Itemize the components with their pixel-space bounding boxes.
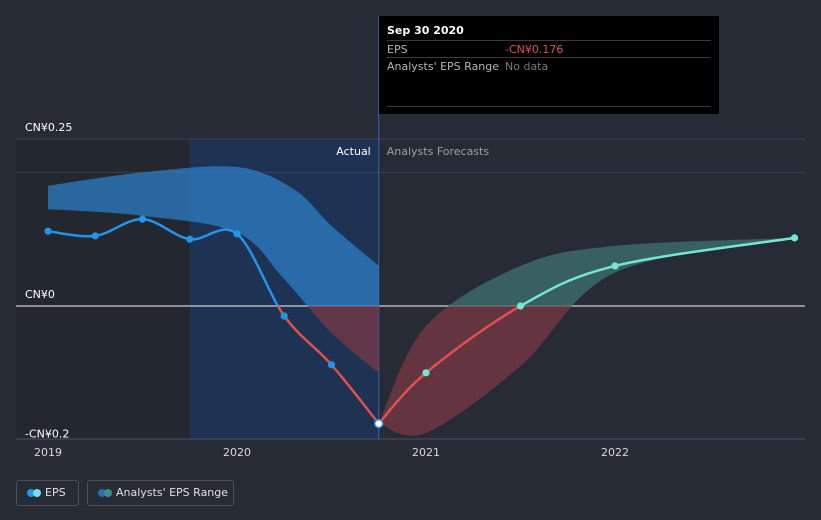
eps-point (138, 215, 147, 223)
eps-point (233, 230, 241, 238)
tooltip-eps-label: EPS (387, 43, 408, 56)
eps-point (280, 312, 288, 320)
y-axis-label: CN¥0 (25, 288, 55, 301)
legend-range-swatch (98, 489, 112, 497)
eps-point (186, 235, 194, 243)
legend-range-label: Analysts' EPS Range (116, 486, 229, 499)
forecast-eps-range-positive (448, 237, 795, 306)
forecast-label: Analysts Forecasts (387, 145, 490, 158)
y-axis-label: CN¥0.25 (25, 121, 72, 134)
tooltip-divider (387, 57, 711, 58)
eps-line-positive (47, 217, 280, 306)
x-axis-label: 2022 (601, 446, 629, 459)
legend-eps-range[interactable]: Analysts' EPS Range (87, 480, 234, 506)
forecast-point (422, 369, 430, 377)
tooltip-row-range: Analysts' EPS Range No data (387, 60, 711, 73)
tooltip: Sep 30 2020 EPS -CN¥0.176 Analysts' EPS … (379, 16, 719, 114)
tooltip-divider (387, 106, 711, 107)
forecast-point (516, 302, 525, 310)
forecast-line-negative (377, 306, 524, 425)
x-axis-label: 2020 (223, 446, 251, 459)
forecast-eps-range-negative (378, 306, 573, 436)
past-eps-range-positive (48, 166, 379, 306)
forecast-point (611, 262, 619, 270)
legend-eps-swatch (27, 489, 41, 497)
actual-label: Actual (336, 145, 370, 158)
forecast-point (790, 234, 799, 242)
legend-eps[interactable]: EPS (16, 480, 79, 506)
tooltip-date: Sep 30 2020 (387, 24, 464, 37)
tooltip-range-label: Analysts' EPS Range (387, 60, 500, 73)
eps-point (91, 232, 99, 240)
tooltip-divider (387, 40, 711, 41)
eps-point (44, 227, 52, 235)
x-axis-label: 2019 (34, 446, 62, 459)
past-eps-range-negative (307, 306, 379, 373)
forecast-line-positive (518, 236, 795, 306)
eps-point (327, 361, 336, 369)
x-axis-label: 2021 (412, 446, 440, 459)
tooltip-eps-value: -CN¥0.176 (505, 43, 564, 56)
tooltip-row-eps: EPS -CN¥0.176 (387, 43, 711, 56)
tooltip-range-value: No data (505, 60, 549, 73)
eps-point (374, 418, 384, 429)
legend-eps-label: EPS (45, 486, 66, 499)
y-axis-label: -CN¥0.2 (25, 428, 69, 441)
